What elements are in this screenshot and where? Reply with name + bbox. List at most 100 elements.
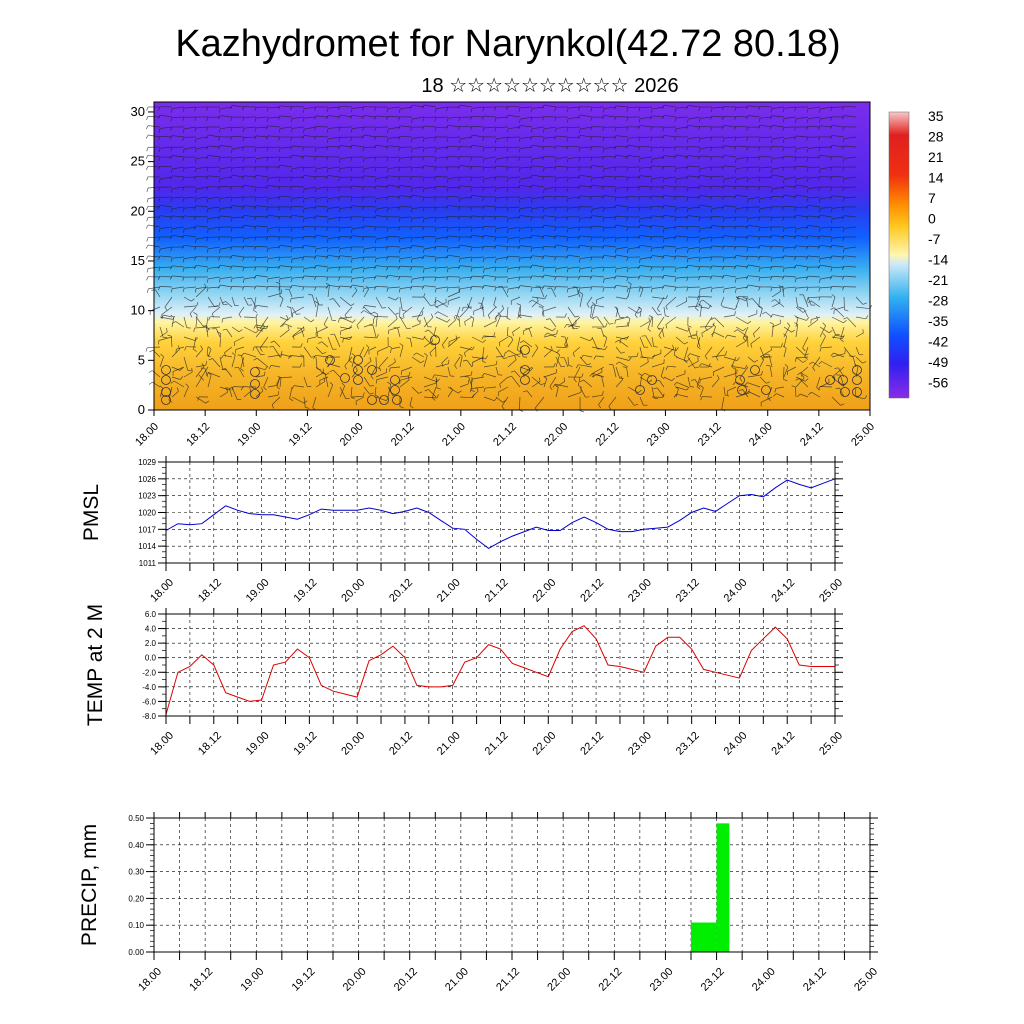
wind-barb-flag <box>422 276 425 281</box>
wind-barb <box>315 326 329 334</box>
wind-barb <box>268 125 281 128</box>
wind-barb <box>531 299 545 308</box>
wind-barb-flag <box>287 325 290 330</box>
wind-barb-flag <box>253 175 257 179</box>
wind-barb-flag <box>189 313 193 318</box>
wind-barb <box>544 186 557 190</box>
wind-barb-flag <box>592 316 597 318</box>
wind-barb <box>604 236 617 239</box>
wind-barb-flag <box>506 147 509 152</box>
wind-barb <box>627 284 632 298</box>
wind-barb-flag <box>701 333 703 338</box>
wind-barb-flag <box>794 148 797 153</box>
wind-barb <box>616 236 629 239</box>
wind-barb-flag <box>710 256 713 261</box>
wind-barb <box>604 276 617 280</box>
wind-barb <box>375 372 387 378</box>
wind-barb-flag <box>229 186 233 190</box>
cs-x-tick-label: 21.12 <box>491 421 519 449</box>
wind-barb <box>471 275 485 278</box>
wind-barb <box>219 333 222 348</box>
wind-barb-flag <box>578 268 581 273</box>
wind-barb <box>471 126 485 128</box>
wind-barb <box>279 156 293 158</box>
wind-barb-flag <box>170 208 173 213</box>
wind-barb-flag <box>506 128 509 133</box>
wind-barb <box>711 195 725 198</box>
x-tick-label: 22.12 <box>578 730 606 758</box>
wind-barb-flag <box>626 216 629 221</box>
wind-barb <box>231 226 245 229</box>
wind-barb-flag <box>638 137 641 142</box>
wind-barb-flag <box>349 205 353 210</box>
wind-barb-flag <box>398 258 401 263</box>
wind-barb <box>315 205 329 208</box>
wind-barb <box>700 226 713 230</box>
wind-barb-flag <box>661 215 665 219</box>
wind-barb-flag <box>602 391 604 396</box>
wind-barb <box>375 115 389 118</box>
wind-barb <box>556 244 569 248</box>
wind-barb-flag <box>554 128 557 133</box>
wind-barb <box>519 166 533 169</box>
wind-barb-flag <box>482 187 485 192</box>
wind-barb-flag <box>277 391 280 396</box>
wind-barb-flag <box>323 324 327 328</box>
wind-barb <box>400 195 413 198</box>
wind-barb-flag <box>194 288 197 293</box>
wind-barb-flag <box>458 177 461 182</box>
wind-barb-flag <box>325 255 329 259</box>
wind-barb-flag <box>169 155 173 160</box>
wind-barb <box>376 206 389 210</box>
wind-barb <box>460 256 473 259</box>
wind-barb <box>231 386 238 400</box>
wind-barb-flag <box>265 125 269 130</box>
wind-barb-flag <box>151 289 156 291</box>
cs-x-tick-label: 19.12 <box>287 421 315 449</box>
wind-barb-flag <box>194 138 197 143</box>
wind-barb <box>676 126 689 129</box>
wind-barb <box>735 392 749 398</box>
wind-barb-flag <box>657 328 663 330</box>
wind-barb <box>651 353 662 358</box>
wind-barb-flag <box>507 375 512 378</box>
wind-barb <box>712 225 725 228</box>
wind-barb-flag <box>538 306 543 308</box>
wind-barb-flag <box>637 185 641 190</box>
wind-barb-flag <box>637 275 641 280</box>
wind-barb <box>289 386 293 399</box>
wind-barb-flag <box>218 157 221 162</box>
wind-barb <box>231 156 245 159</box>
wind-barb-flag <box>499 383 502 389</box>
wind-barb <box>161 306 173 315</box>
wind-barb-flag <box>613 285 617 289</box>
calm-wind-circle <box>367 395 377 405</box>
wind-barb <box>352 284 365 288</box>
wind-barb-flag <box>665 305 668 310</box>
wind-barb-flag <box>229 105 233 110</box>
wind-barb <box>812 356 821 368</box>
wind-barb-flag <box>424 329 429 333</box>
wind-barb-flag <box>281 323 285 327</box>
wind-barb <box>843 105 857 108</box>
wind-barb-flag <box>598 404 601 409</box>
wind-barb-flag <box>674 136 677 141</box>
wind-barb-flag <box>758 286 761 291</box>
wind-barb-flag <box>326 248 329 253</box>
wind-barb-flag <box>446 276 449 281</box>
wind-barb-flag <box>626 248 629 253</box>
wind-barb <box>304 174 317 178</box>
wind-barb-flag <box>554 268 557 273</box>
wind-barb <box>795 255 809 258</box>
wind-barb-flag <box>434 148 437 153</box>
wind-barb <box>499 336 509 343</box>
wind-barb-flag <box>374 394 379 398</box>
wind-barb-flag <box>601 245 605 250</box>
wind-barb <box>592 184 605 188</box>
wind-barb <box>832 144 845 148</box>
wind-barb-flag <box>145 244 149 249</box>
wind-barb-flag <box>458 236 461 241</box>
wind-barb <box>831 266 845 269</box>
wind-barb-flag <box>169 215 173 220</box>
wind-barb-flag <box>760 356 765 360</box>
